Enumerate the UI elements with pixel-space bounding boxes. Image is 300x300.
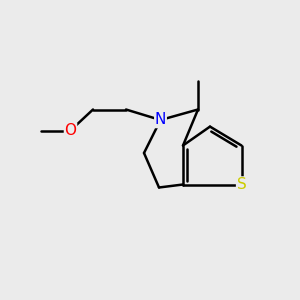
Text: N: N	[155, 112, 166, 128]
Text: O: O	[64, 123, 76, 138]
Text: S: S	[237, 177, 246, 192]
